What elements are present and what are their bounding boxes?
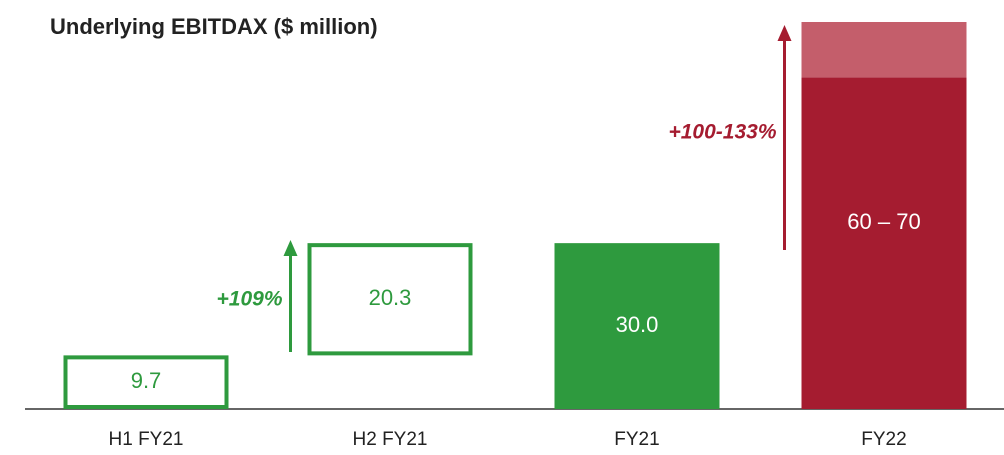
chart-title: Underlying EBITDAX ($ million): [50, 14, 378, 39]
bar: [801, 77, 967, 410]
x-tick-label: FY22: [861, 429, 906, 450]
value-label: 20.3: [369, 285, 412, 310]
value-label: 30.0: [616, 312, 659, 337]
arrow-head: [283, 240, 298, 256]
value-label: 60 – 70: [847, 209, 920, 234]
bar: [63, 355, 229, 410]
bar-extension: [801, 22, 967, 78]
bar: [307, 243, 473, 356]
value-label: 9.7: [131, 368, 162, 393]
annotation: +100-133%: [668, 121, 776, 144]
x-tick-label: FY21: [614, 429, 659, 450]
arrow-head: [777, 25, 792, 41]
bar: [554, 243, 720, 409]
x-tick-label: H1 FY21: [109, 429, 184, 450]
x-tick-label: H2 FY21: [353, 429, 428, 450]
annotation: +109%: [217, 288, 283, 311]
